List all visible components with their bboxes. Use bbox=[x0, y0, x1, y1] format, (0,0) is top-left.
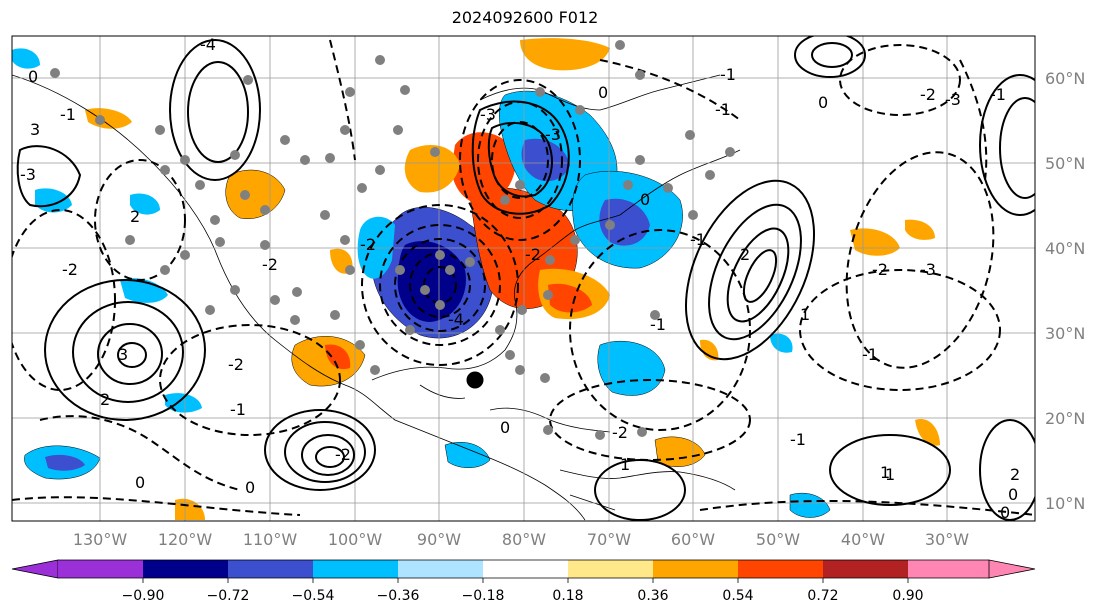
contour-label: 2 bbox=[740, 245, 750, 264]
contour-label: 0 bbox=[1000, 503, 1010, 522]
contour-label: 0 bbox=[640, 190, 650, 209]
contour-label: 3 bbox=[118, 345, 128, 364]
contour-label: 0 bbox=[598, 83, 608, 102]
lon-label: 60°W bbox=[671, 530, 715, 549]
colorbar-tick-label: 0.54 bbox=[722, 588, 753, 604]
contour-label: 0 bbox=[500, 418, 510, 437]
lon-label: 70°W bbox=[587, 530, 631, 549]
lon-label: 40°W bbox=[841, 530, 885, 549]
colorbar-tick-label: −0.72 bbox=[207, 588, 250, 604]
negative-contours bbox=[12, 39, 1035, 516]
lat-label: 40°N bbox=[1045, 239, 1085, 258]
contour-label: -1 bbox=[862, 345, 878, 364]
longitude-axis: 130°W 120°W 110°W 100°W 90°W 80°W 70°W 6… bbox=[73, 530, 969, 549]
contour-label: -1 bbox=[990, 85, 1006, 104]
contour-label: 2 bbox=[130, 207, 140, 226]
shaded-anomaly-fields bbox=[12, 38, 940, 520]
lon-label: 30°W bbox=[925, 530, 969, 549]
lat-label: 10°N bbox=[1045, 494, 1085, 513]
lat-label: 20°N bbox=[1045, 409, 1085, 428]
contour-label: -1 bbox=[690, 230, 706, 249]
contour-label: 1 bbox=[800, 305, 810, 324]
colorbar-swatch bbox=[823, 560, 908, 578]
contour-label: -2 bbox=[62, 260, 78, 279]
colorbar-swatch bbox=[143, 560, 228, 578]
contour-label: -2 bbox=[262, 255, 278, 274]
contour-label: -2 bbox=[872, 260, 888, 279]
colorbar-swatch bbox=[228, 560, 313, 578]
lon-label: 120°W bbox=[158, 530, 213, 549]
lat-label: 50°N bbox=[1045, 154, 1085, 173]
lon-label: 50°W bbox=[756, 530, 800, 549]
contour-label: 1 bbox=[885, 465, 895, 484]
positive-contours bbox=[16, 36, 1035, 521]
station-markers bbox=[50, 40, 735, 440]
colorbar: −0.90 −0.72 −0.54 −0.36 −0.18 0.18 0.36 … bbox=[11, 559, 1036, 604]
colorbar-tick-label: 0.18 bbox=[552, 588, 583, 604]
contour-label: 3 bbox=[30, 120, 40, 139]
contour-label: -3 bbox=[480, 105, 496, 124]
contour-label: -1 bbox=[230, 400, 246, 419]
colorbar-tick-label: 0.36 bbox=[637, 588, 668, 604]
contour-label: -4 bbox=[448, 310, 464, 329]
colorbar-swatch bbox=[568, 560, 653, 578]
lat-label: 30°N bbox=[1045, 324, 1085, 343]
contour-label: -2 bbox=[335, 445, 351, 464]
colorbar-tick-label: 0.72 bbox=[807, 588, 838, 604]
contour-label: 0 bbox=[28, 67, 38, 86]
colorbar-extend-low bbox=[11, 559, 59, 579]
lon-label: 100°W bbox=[328, 530, 383, 549]
contour-label: -3 bbox=[20, 165, 36, 184]
colorbar-extend-high bbox=[988, 559, 1036, 579]
contour-label: -2 bbox=[525, 245, 541, 264]
contour-label: 2 bbox=[1010, 465, 1020, 484]
colorbar-tick-label: −0.18 bbox=[462, 588, 505, 604]
colorbar-swatch bbox=[313, 560, 398, 578]
contour-label: -1 bbox=[720, 65, 736, 84]
colorbar-tick-label: −0.36 bbox=[377, 588, 420, 604]
contour-label: -3 bbox=[920, 260, 936, 279]
contour-label: 0 bbox=[245, 478, 255, 497]
colorbar-swatch bbox=[653, 560, 738, 578]
latitude-axis: 60°N 50°N 40°N 30°N 20°N 10°N bbox=[1045, 69, 1085, 513]
map-border bbox=[11, 35, 1036, 522]
lon-label: 90°W bbox=[417, 530, 461, 549]
contour-label: 1 bbox=[880, 463, 890, 482]
lon-label: 130°W bbox=[73, 530, 128, 549]
colorbar-swatch bbox=[58, 560, 143, 578]
contour-labels: 0 -2 3 -1 -2 2 0 -4 -3 3 2 -1 -3 0 -2 -1… bbox=[20, 35, 1020, 522]
coastlines bbox=[12, 74, 741, 521]
colorbar-swatch bbox=[908, 560, 989, 578]
colorbar-tick-label: −0.90 bbox=[122, 588, 165, 604]
colorbar-swatch bbox=[738, 560, 823, 578]
map-title: 2024092600 F012 bbox=[451, 8, 599, 27]
colorbar-swatch bbox=[398, 560, 483, 578]
colorbar-tick-label: −0.54 bbox=[292, 588, 335, 604]
lat-label: 60°N bbox=[1045, 69, 1085, 88]
contour-label: -1 bbox=[60, 105, 76, 124]
colorbar-tick-label: 0.90 bbox=[892, 588, 923, 604]
contour-label: -2 bbox=[228, 355, 244, 374]
contour-label: -1 bbox=[790, 430, 806, 449]
contour-label: -3 bbox=[945, 90, 961, 109]
contour-label: -2 bbox=[360, 235, 376, 254]
contour-label: 2 bbox=[100, 390, 110, 409]
contour-label: 0 bbox=[135, 473, 145, 492]
contour-label: -4 bbox=[200, 35, 216, 54]
contour-label: 0 bbox=[818, 93, 828, 112]
contour-label: -1 bbox=[715, 100, 731, 119]
contour-label: 0 bbox=[1008, 485, 1018, 504]
storm-center-dot bbox=[466, 371, 484, 389]
contour-label: -2 bbox=[612, 423, 628, 442]
contour-label: -2 bbox=[920, 85, 936, 104]
contour-label: 1 bbox=[620, 455, 630, 474]
lon-label: 110°W bbox=[243, 530, 298, 549]
contour-label: -3 bbox=[545, 125, 561, 144]
lon-label: 80°W bbox=[502, 530, 546, 549]
colorbar-swatch bbox=[483, 560, 568, 578]
